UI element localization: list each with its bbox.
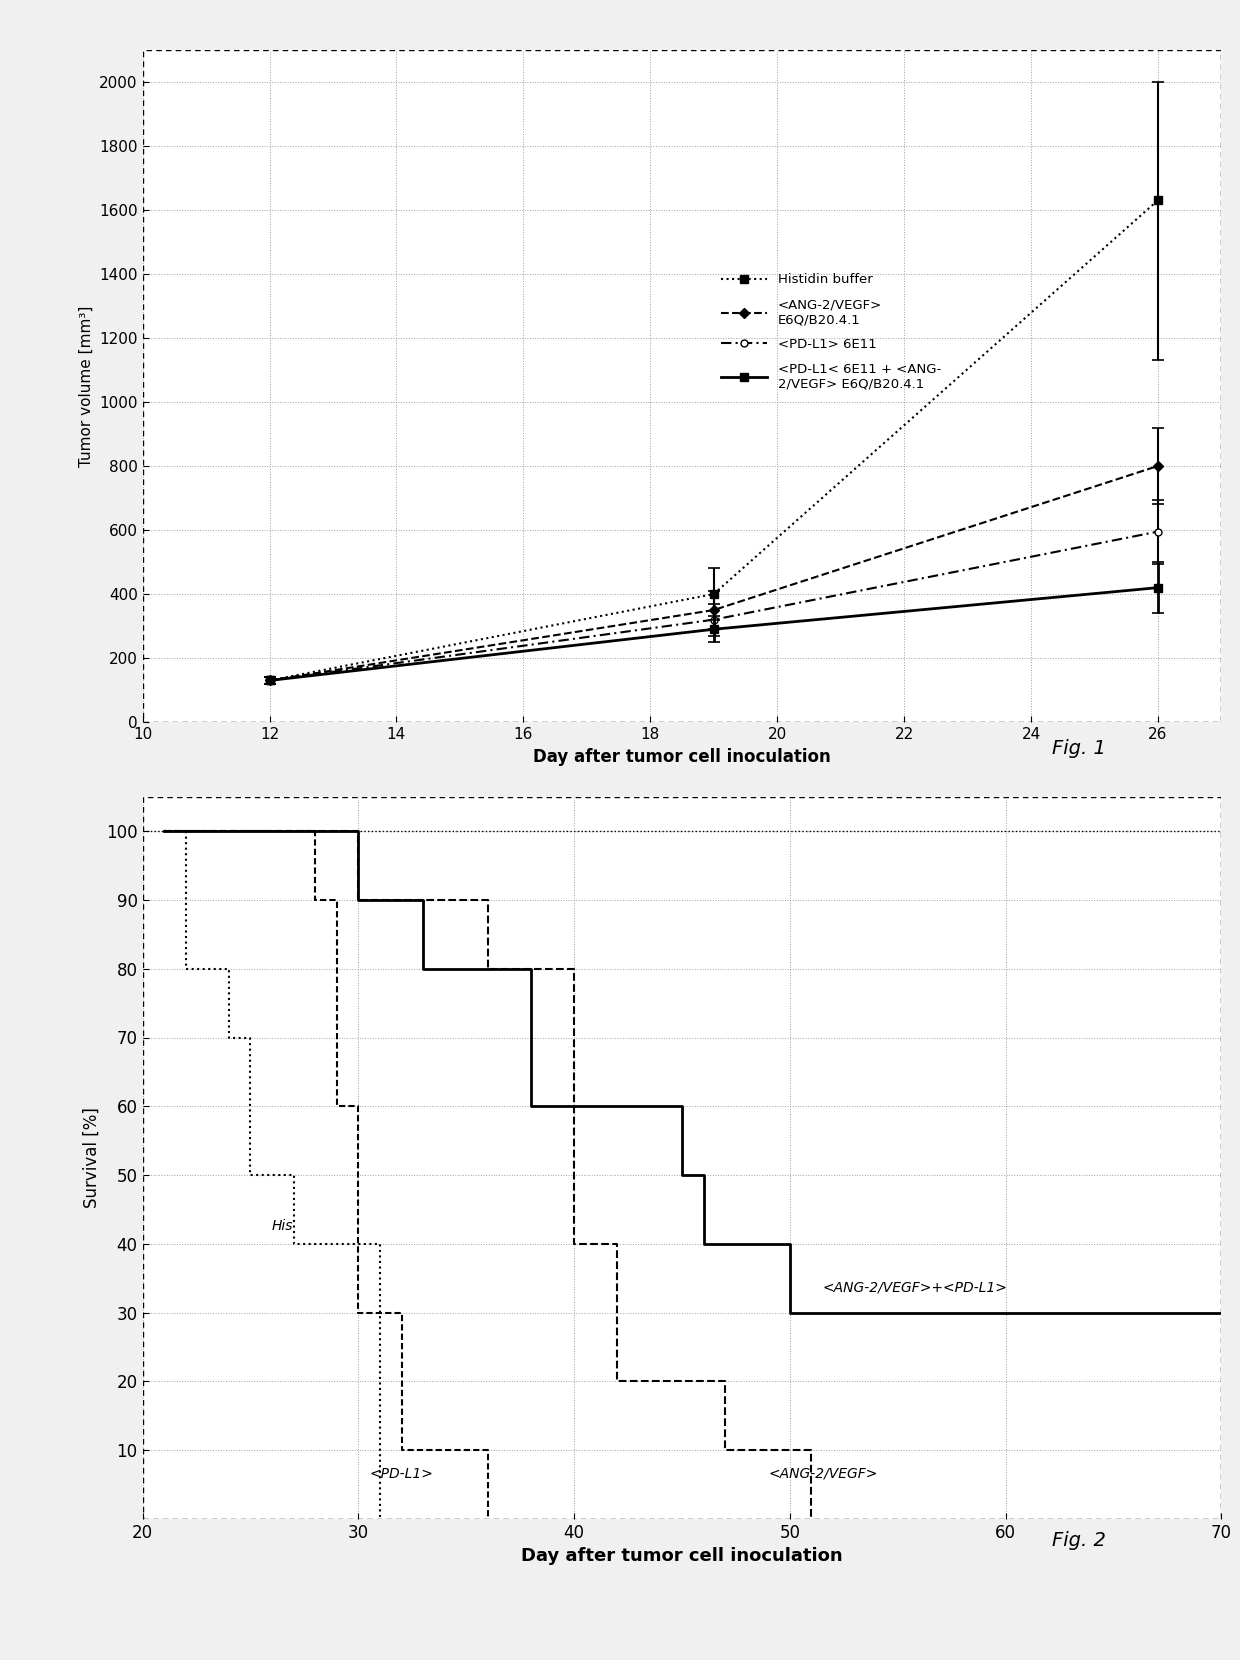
Y-axis label: Tumor volume [mm³]: Tumor volume [mm³]: [78, 305, 93, 466]
X-axis label: Day after tumor cell inoculation: Day after tumor cell inoculation: [521, 1547, 843, 1565]
Text: <PD-L1>: <PD-L1>: [370, 1467, 433, 1481]
X-axis label: Day after tumor cell inoculation: Day after tumor cell inoculation: [533, 747, 831, 765]
Y-axis label: Survival [%]: Survival [%]: [83, 1107, 100, 1208]
Text: His: His: [272, 1218, 294, 1233]
Legend: Histidin buffer, <ANG-2/VEGF>
E6Q/B20.4.1, <PD-L1> 6E11, <PD-L1< 6E11 + <ANG-
2/: Histidin buffer, <ANG-2/VEGF> E6Q/B20.4.…: [715, 267, 946, 397]
Text: Fig. 1: Fig. 1: [1052, 739, 1106, 757]
Text: Fig. 2: Fig. 2: [1052, 1531, 1106, 1549]
Text: <ANG-2/VEGF>: <ANG-2/VEGF>: [769, 1467, 878, 1481]
Text: <ANG-2/VEGF>+<PD-L1>: <ANG-2/VEGF>+<PD-L1>: [822, 1282, 1007, 1295]
